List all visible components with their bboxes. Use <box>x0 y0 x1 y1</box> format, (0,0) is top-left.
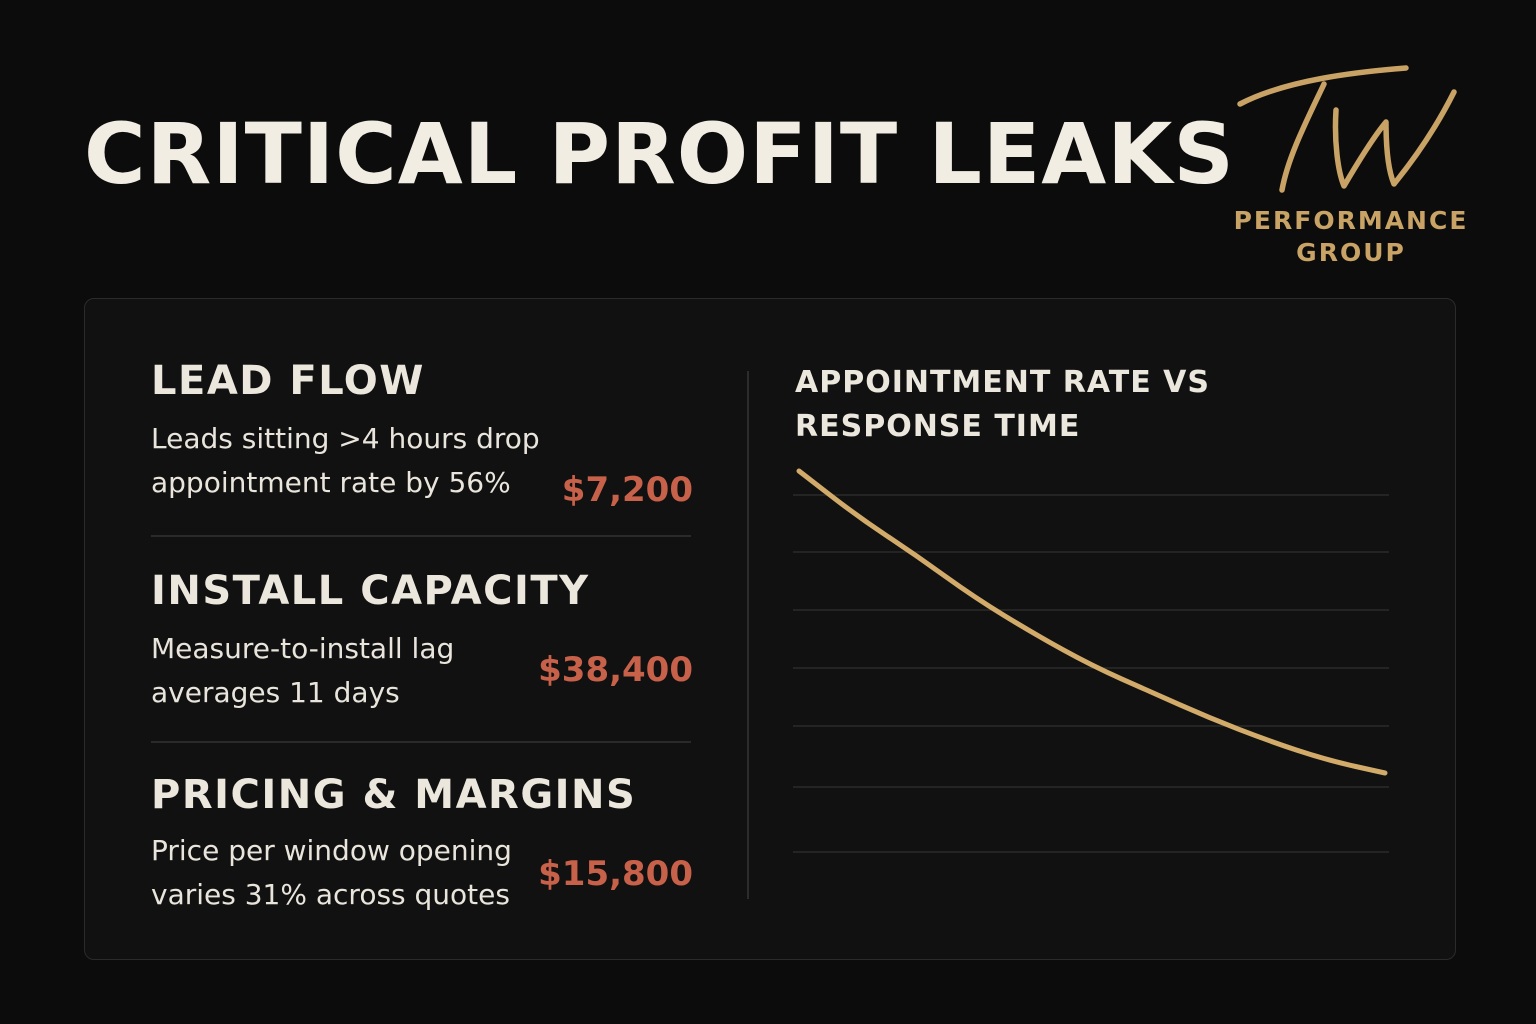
chart-title: APPOINTMENT RATE VS RESPONSE TIME <box>795 365 1211 444</box>
leak-item-lead-flow: LEAD FLOW Leads sitting >4 hours drop ap… <box>151 358 693 507</box>
logo-text-performance: PERFORMANCE <box>1233 206 1469 235</box>
leak-title: PRICING & MARGINS <box>151 772 637 818</box>
leak-description: Leads sitting >4 hours drop appointment … <box>151 422 540 499</box>
brand-logo: PERFORMANCE GROUP <box>1226 62 1476 277</box>
leak-description: Price per window opening varies 31% acro… <box>151 834 512 911</box>
leak-item-install-capacity: INSTALL CAPACITY Measure-to-install lag … <box>151 568 693 709</box>
line-chart <box>793 468 1389 853</box>
logo-text-group: GROUP <box>1296 238 1406 267</box>
profit-leaks-card: LEAD FLOW Leads sitting >4 hours drop ap… <box>84 298 1456 960</box>
leak-amount: $38,400 <box>538 650 693 690</box>
leak-item-pricing-margins: PRICING & MARGINS Price per window openi… <box>151 772 693 911</box>
tw-monogram-logo <box>1237 65 1457 193</box>
leak-amount: $7,200 <box>561 470 693 510</box>
leak-divider <box>151 535 691 537</box>
chart-grid <box>793 494 1389 853</box>
chart-series <box>796 468 1388 776</box>
leak-title: INSTALL CAPACITY <box>151 568 590 614</box>
leak-description: Measure-to-install lag averages 11 days <box>151 632 455 709</box>
page-title: CRITICAL PROFIT LEAKS <box>84 105 1235 203</box>
leak-amount: $15,800 <box>538 854 693 894</box>
leak-divider <box>151 741 691 743</box>
chart-series-line <box>796 468 1388 776</box>
column-divider <box>747 371 749 899</box>
leak-title: LEAD FLOW <box>151 358 425 404</box>
